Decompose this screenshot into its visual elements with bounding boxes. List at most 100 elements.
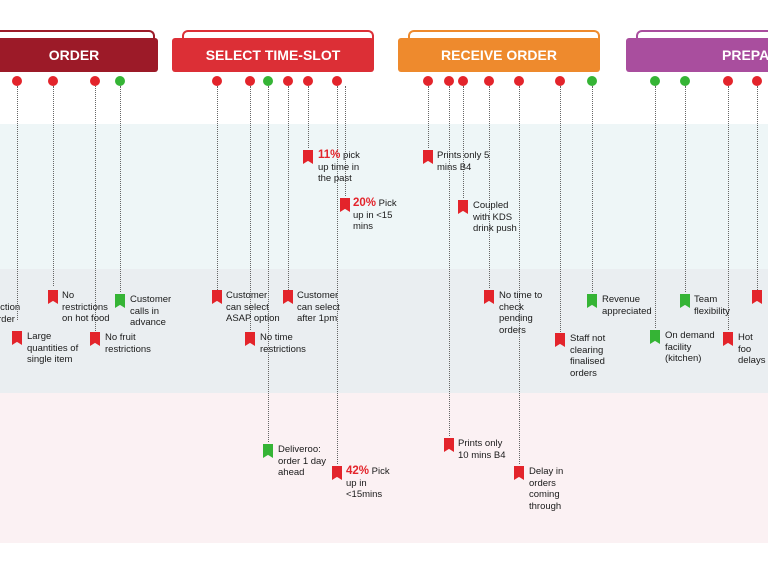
pain-point-dot [444, 76, 454, 86]
note-prints-10-mins: Prints only 10 mins B4 [458, 438, 506, 461]
connector [560, 86, 561, 332]
positive-flag-icon [587, 294, 597, 308]
pain-point-dot [212, 76, 222, 86]
positive-flag-icon [263, 444, 273, 458]
pain-point-dot [48, 76, 58, 86]
connector [757, 86, 758, 290]
note-prints-5-mins: Prints only 5 mins B4 [437, 150, 490, 173]
positive-dot [650, 76, 660, 86]
positive-flag-icon [650, 330, 660, 344]
pain-point-flag-icon [340, 198, 350, 212]
note-team-flexibility: Team flexibility [694, 294, 730, 317]
positive-flag-icon [115, 294, 125, 308]
connector [95, 86, 96, 331]
pain-point-dot [752, 76, 762, 86]
phase-order: ORDER [0, 38, 158, 72]
note-asap-option: Customer can select ASAP option [226, 290, 280, 324]
note-pick-up-under-15: 20% Pick up in <15 mins [353, 197, 397, 233]
connector [463, 86, 464, 198]
positive-dot [587, 76, 597, 86]
connector [519, 86, 520, 464]
phase-receive-order: RECEIVE ORDER [398, 38, 600, 72]
pain-point-dot [283, 76, 293, 86]
phase-receive-tab [408, 30, 600, 42]
connector [655, 86, 656, 328]
connector [685, 86, 686, 292]
lane-4 [0, 393, 768, 543]
positive-dot [115, 76, 125, 86]
note-on-demand-facility: On demand facility (kitchen) [665, 330, 715, 364]
pain-point-dot [12, 76, 22, 86]
note-customer-calls-in-advance: Customer calls in advance [130, 294, 172, 328]
connector [120, 86, 121, 292]
phase-select-time-slot: SELECT TIME-SLOT [172, 38, 374, 72]
note-restriction-order: iction rder [0, 302, 21, 325]
phase-prepare-tab [636, 30, 768, 42]
pain-point-dot [555, 76, 565, 86]
pain-point-flag-icon [444, 438, 454, 452]
note-no-time-restrictions: No time restrictions [260, 332, 306, 355]
note-pick-up-in-past: 11% pick up time in the past [318, 149, 360, 185]
stat-percentage: 11% [318, 149, 341, 161]
pain-point-flag-icon [212, 290, 222, 304]
note-pick-up-under-15-lane4: 42% Pick up in <15mins [346, 465, 390, 501]
pain-point-flag-icon [484, 290, 494, 304]
pain-point-flag-icon [90, 332, 100, 346]
connector [17, 86, 18, 320]
connector [489, 86, 490, 288]
note-delay-orders: Delay in orders coming through [529, 466, 564, 512]
pain-point-dot [723, 76, 733, 86]
pain-point-dot [423, 76, 433, 86]
connector [217, 86, 218, 290]
connector [728, 86, 729, 330]
phase-order-tab [0, 30, 155, 42]
pain-point-flag-icon [332, 466, 342, 480]
pain-point-dot [303, 76, 313, 86]
lane-5 [0, 543, 768, 576]
note-select-after-1pm: Customer can select after 1pm [297, 290, 340, 324]
connector [250, 86, 251, 330]
stat-percentage: 42% [346, 465, 370, 477]
note-text: Pick up in <15 mins [353, 198, 397, 232]
pain-point-flag-icon [458, 200, 468, 214]
lane-3 [0, 269, 768, 393]
positive-dot [263, 76, 273, 86]
pain-point-flag-icon [245, 332, 255, 346]
pain-point-dot [90, 76, 100, 86]
connector [449, 86, 450, 436]
note-large-quantities: Large quantities of single item [27, 331, 79, 365]
pain-point-flag-icon [752, 290, 762, 304]
note-deliveroo: Deliveroo: order 1 day ahead [278, 444, 327, 478]
note-no-restrictions-hot-food: No restrictions on hot food [62, 290, 110, 324]
connector [288, 86, 289, 290]
note-revenue-appreciated: Revenue appreciated [602, 294, 652, 317]
note-text: Pick up in <15mins [346, 466, 390, 500]
pain-point-dot [484, 76, 494, 86]
pain-point-flag-icon [723, 332, 733, 346]
connector [592, 86, 593, 292]
pain-point-flag-icon [283, 290, 293, 304]
note-no-fruit-restrictions: No fruit restrictions [105, 332, 151, 355]
connector [308, 86, 309, 148]
pain-point-dot [332, 76, 342, 86]
note-hot-food-delays: Hot foo delays [738, 332, 766, 366]
phase-slot-tab [182, 30, 374, 42]
phase-prepare: PREPA [626, 38, 768, 72]
stat-percentage: 20% [353, 197, 377, 209]
connector [345, 86, 346, 196]
positive-dot [680, 76, 690, 86]
pain-point-dot [458, 76, 468, 86]
pain-point-flag-icon [423, 150, 433, 164]
pain-point-flag-icon [48, 290, 58, 304]
connector [268, 86, 269, 442]
positive-flag-icon [680, 294, 690, 308]
note-staff-not-clearing: Staff not clearing finalised orders [570, 333, 606, 379]
lane-2 [0, 124, 768, 269]
connector [53, 86, 54, 286]
connector [337, 86, 338, 464]
pain-point-dot [514, 76, 524, 86]
pain-point-flag-icon [303, 150, 313, 164]
connector [428, 86, 429, 148]
pain-point-dot [245, 76, 255, 86]
pain-point-flag-icon [12, 331, 22, 345]
